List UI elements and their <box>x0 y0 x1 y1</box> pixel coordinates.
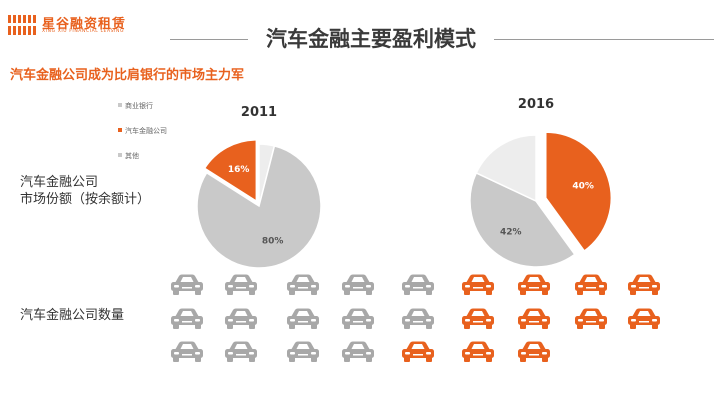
market-share-label-line2: 市场份额（按余额计） <box>20 192 151 207</box>
pie-slice-2016-2 <box>475 134 537 203</box>
legend-item-bank: 商业银行 <box>118 102 167 127</box>
company-count-label: 汽车金融公司数量 <box>20 308 125 323</box>
chart-legend: 商业银行 汽车金融公司 其他 <box>118 102 167 177</box>
legend-swatch-auto-finance <box>118 128 122 132</box>
title-rule-left <box>170 39 248 40</box>
page-title: 汽车金融主要盈利模式 <box>266 27 476 51</box>
legend-label-other: 其他 <box>125 152 139 160</box>
logo-subtext: XING XIU FINANCIAL LEASING <box>42 29 125 34</box>
market-share-label: 汽车金融公司 市场份额（按余额计） <box>20 174 150 208</box>
legend-item-other: 其他 <box>118 152 167 177</box>
company-logo: 星谷融资租赁 XING XIU FINANCIAL LEASING <box>8 13 158 39</box>
pie-label-2016-1: 42% <box>500 228 522 238</box>
legend-item-auto-finance: 汽车金融公司 <box>118 127 167 152</box>
pie-label-2011-1: 16% <box>228 165 250 175</box>
legend-label-auto-finance: 汽车金融公司 <box>125 127 167 135</box>
legend-swatch-bank <box>118 103 122 107</box>
market-share-label-line1: 汽车金融公司 <box>20 175 99 190</box>
pie-label-2011-0: 80% <box>262 237 284 247</box>
pie-slice-2016-1 <box>469 171 576 268</box>
pie-title-2011: 2011 <box>241 105 277 120</box>
legend-swatch-other <box>118 153 122 157</box>
pie-slice-2016-0 <box>544 130 613 253</box>
legend-label-bank: 商业银行 <box>125 102 153 110</box>
pie-label-2016-0: 40% <box>572 182 594 192</box>
logo-mark-icon <box>8 15 36 35</box>
logo-text: 星谷融资租赁 <box>42 17 127 32</box>
pie-slice-2011-1 <box>202 138 258 204</box>
section-subtitle: 汽车金融公司成为比肩银行的市场主力军 <box>10 68 245 83</box>
pie-title-2016: 2016 <box>518 97 554 112</box>
pie-slice-2011-0 <box>196 145 322 269</box>
title-rule-right <box>494 39 714 40</box>
